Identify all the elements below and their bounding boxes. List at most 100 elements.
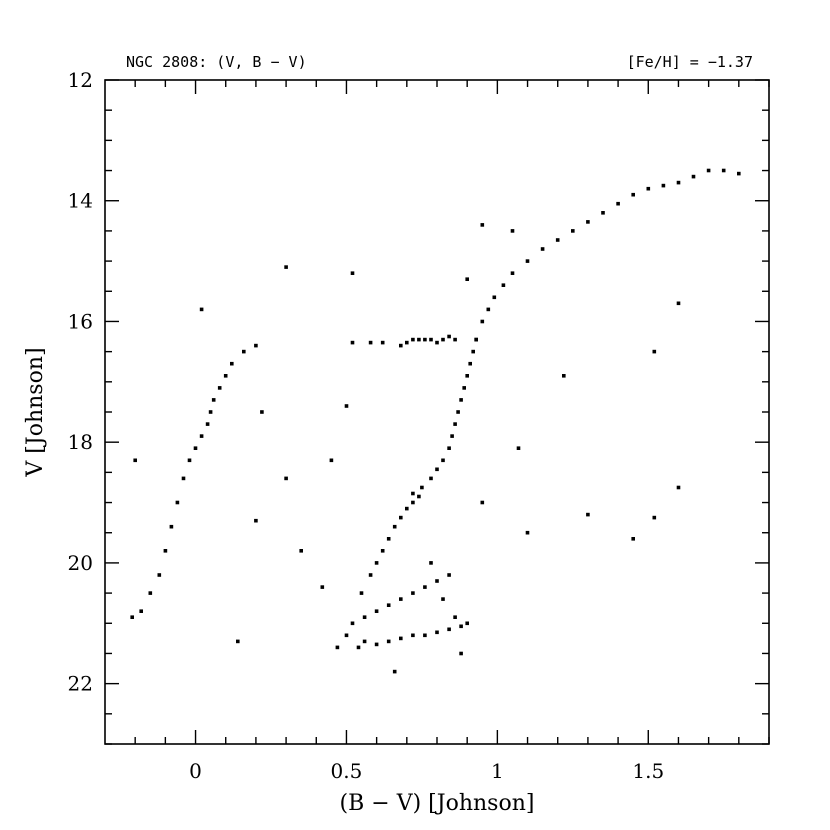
data-point — [435, 630, 439, 635]
data-point — [175, 500, 180, 505]
data-point — [148, 591, 153, 595]
data-point — [429, 561, 433, 565]
y-tick-label: 20 — [68, 551, 93, 575]
data-point — [510, 271, 515, 275]
data-point — [423, 633, 427, 638]
metallicity-label: [Fe/H] = −1.37 — [627, 53, 753, 71]
data-point — [474, 337, 478, 342]
data-point — [492, 295, 497, 300]
data-point — [329, 458, 334, 463]
data-point — [368, 340, 373, 345]
data-point — [374, 561, 379, 565]
data-point — [441, 458, 445, 463]
data-point — [163, 549, 168, 553]
data-point — [411, 491, 415, 496]
data-point — [646, 186, 651, 191]
data-point — [555, 238, 560, 242]
y-tick-label: 12 — [68, 68, 93, 92]
data-point — [447, 573, 451, 577]
data-point — [236, 639, 240, 644]
data-point — [447, 334, 451, 339]
x-tick-label: 1.5 — [632, 759, 664, 783]
data-point — [320, 585, 325, 589]
series-subgiant-branch — [411, 337, 478, 496]
data-point — [447, 446, 451, 450]
data-point — [435, 579, 439, 583]
data-point — [525, 259, 530, 263]
data-point — [405, 340, 409, 345]
data-point — [344, 633, 349, 638]
data-point — [223, 374, 228, 378]
data-point — [652, 515, 657, 520]
data-point — [411, 591, 415, 595]
data-point — [169, 524, 174, 529]
data-point — [423, 337, 427, 342]
data-point — [652, 349, 657, 354]
data-point — [392, 669, 397, 674]
data-point — [465, 374, 469, 378]
data-points — [130, 168, 741, 674]
data-point — [571, 229, 575, 233]
data-point — [399, 343, 403, 348]
data-point — [465, 277, 469, 281]
data-point — [462, 386, 466, 390]
data-point — [217, 386, 222, 390]
data-point — [350, 621, 355, 626]
data-point — [284, 476, 288, 481]
data-point — [510, 229, 515, 233]
data-point — [501, 283, 506, 287]
series-main-sequence — [335, 494, 469, 650]
data-point — [691, 174, 696, 179]
data-point — [399, 515, 403, 520]
x-tick-label: 0 — [189, 759, 202, 783]
data-point — [350, 340, 355, 345]
data-point — [676, 180, 681, 185]
data-point — [447, 627, 451, 632]
data-point — [480, 223, 485, 227]
data-point — [344, 404, 349, 408]
data-point — [601, 211, 605, 215]
x-axis-title: (B − V) [Johnson] — [340, 791, 535, 816]
data-point — [208, 410, 213, 414]
data-point — [486, 307, 491, 312]
data-point — [417, 494, 421, 499]
data-point — [453, 337, 457, 342]
series-red-horizontal-branch — [350, 334, 457, 348]
data-point — [411, 633, 415, 638]
data-point — [205, 422, 210, 426]
data-point — [480, 319, 485, 324]
data-point — [254, 518, 258, 523]
data-point — [284, 265, 288, 269]
data-point — [453, 615, 457, 619]
data-point — [525, 530, 530, 535]
data-point — [468, 361, 472, 366]
data-point — [374, 642, 379, 647]
data-point — [586, 220, 590, 224]
data-point — [480, 500, 485, 505]
data-point — [676, 301, 681, 306]
data-point — [380, 549, 385, 553]
data-point — [417, 337, 421, 342]
data-point — [450, 434, 454, 438]
data-point — [359, 591, 364, 595]
data-point — [386, 603, 391, 607]
data-point — [706, 168, 711, 173]
data-point — [435, 467, 439, 472]
data-point — [386, 639, 391, 644]
data-point — [516, 446, 521, 450]
cluster-title: NGC 2808: (V, B − V) — [126, 53, 307, 71]
data-point — [631, 537, 635, 541]
data-point — [586, 512, 590, 517]
data-point — [242, 349, 246, 354]
data-point — [471, 349, 475, 354]
data-point — [631, 192, 635, 197]
data-point — [133, 458, 137, 463]
series-blue-horizontal-branch — [130, 343, 258, 619]
plot-frame — [104, 79, 770, 745]
data-point — [362, 639, 367, 644]
data-point — [362, 615, 367, 619]
data-point — [441, 597, 445, 601]
data-point — [405, 506, 409, 511]
data-point — [130, 615, 134, 619]
data-point — [459, 398, 463, 402]
